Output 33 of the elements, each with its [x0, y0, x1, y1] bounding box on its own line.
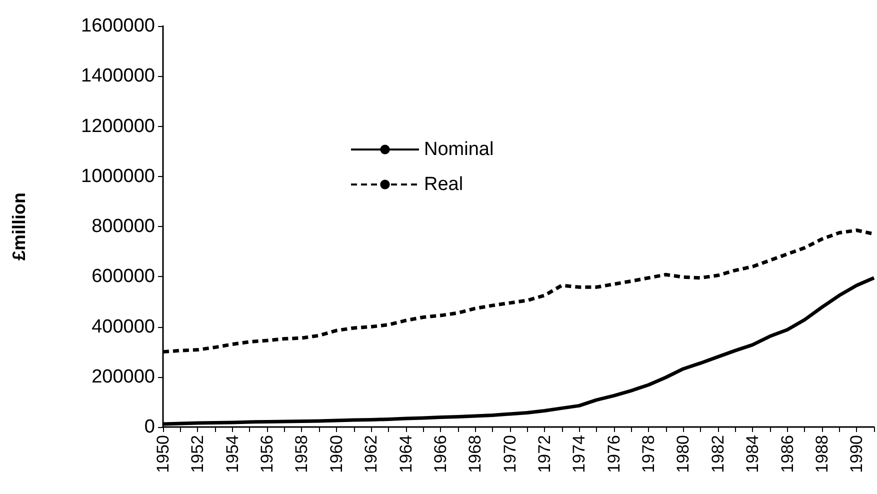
- x-tick-label: 1966: [430, 435, 450, 473]
- y-tick-label: 200000: [92, 366, 155, 388]
- x-tick-label: 1974: [570, 435, 589, 473]
- x-tick-label: 1980: [674, 435, 693, 473]
- x-tick-label: 1968: [466, 435, 485, 473]
- x-tick-label: 1990: [847, 435, 866, 473]
- x-tick-label: 1984: [743, 435, 762, 473]
- x-tick-label: 1972: [535, 435, 554, 473]
- legend-label: Real: [424, 174, 464, 195]
- y-axis-title: £million: [9, 192, 29, 261]
- x-tick-label: 1962: [362, 435, 381, 473]
- x-tick-label: 1950: [154, 435, 172, 473]
- y-tick-label: 1000000: [81, 166, 155, 187]
- legend-label: Nominal: [424, 139, 494, 160]
- x-tick-label: 1986: [778, 435, 797, 473]
- y-tick-label: 0: [144, 416, 155, 438]
- y-tick-label: 1400000: [81, 66, 155, 87]
- y-tick-label: 1200000: [81, 116, 155, 137]
- y-tick-label: 600000: [92, 266, 155, 288]
- y-tick-label: 800000: [92, 216, 155, 237]
- x-tick-label: 1976: [604, 435, 624, 473]
- x-tick-label: 1978: [639, 435, 658, 473]
- x-tick-label: 1952: [188, 435, 208, 473]
- x-tick-label: 1964: [396, 435, 416, 473]
- x-tick-label: 1988: [812, 435, 832, 473]
- y-tick-label: 400000: [92, 316, 155, 338]
- x-tick-label: 1958: [292, 435, 312, 473]
- x-tick-label: 1982: [708, 435, 728, 473]
- y-tick-label: 1600000: [81, 16, 155, 36]
- x-tick-label: 1960: [326, 435, 346, 473]
- x-tick-label: 1956: [258, 435, 277, 473]
- x-tick-label: 1970: [500, 435, 520, 473]
- x-tick-label: 1954: [222, 435, 242, 473]
